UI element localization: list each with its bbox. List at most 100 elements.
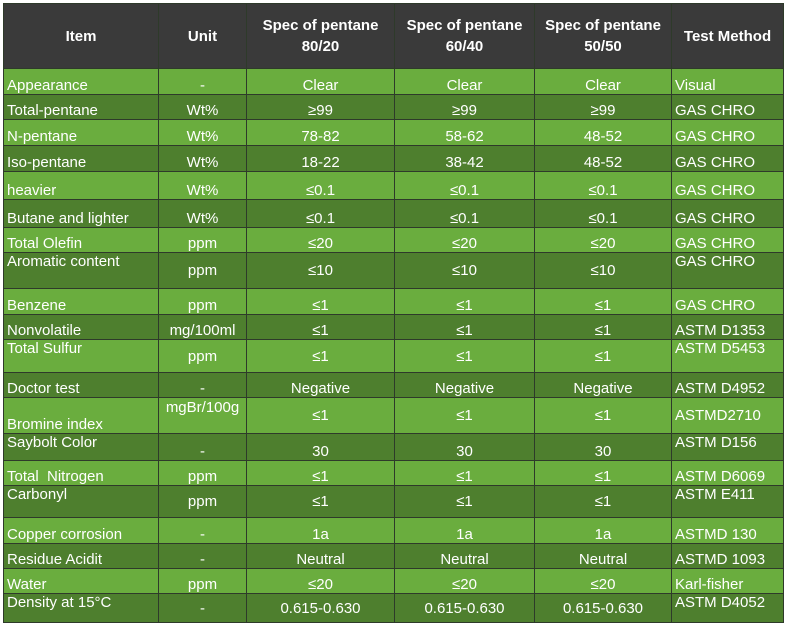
cell-spec-60-40: ≤1 xyxy=(394,397,535,434)
cell-item: Density at 15°C xyxy=(3,593,159,623)
cell-item: Residue Acidit xyxy=(3,543,159,569)
cell-spec-50-50: ≤1 xyxy=(534,397,672,434)
cell-spec-60-40: ≤1 xyxy=(394,314,535,340)
cell-item: N-pentane xyxy=(3,119,159,146)
cell-spec-50-50: ≤1 xyxy=(534,460,672,486)
table-row: Benzene ppm ≤1 ≤1 ≤1 GAS CHRO xyxy=(3,288,784,315)
cell-item: Total Nitrogen xyxy=(3,460,159,486)
cell-unit: ppm xyxy=(158,252,247,289)
cell-item: Copper corrosion xyxy=(3,517,159,544)
cell-unit: - xyxy=(158,517,247,544)
cell-spec-80-20: ≤1 xyxy=(246,397,395,434)
cell-spec-50-50: 1a xyxy=(534,517,672,544)
cell-unit: - xyxy=(158,372,247,398)
cell-unit: ppm xyxy=(158,227,247,253)
cell-test-method: ASTMD2710 xyxy=(671,397,784,434)
table-row: Carbonyl ppm ≤1 ≤1 ≤1 ASTM E411 xyxy=(3,485,784,518)
table-row: Residue Acidit - Neutral Neutral Neutral… xyxy=(3,543,784,569)
cell-unit: mgBr/100g xyxy=(158,397,247,434)
pentane-spec-table: Item Unit Spec of pentane 80/20 Spec of … xyxy=(3,3,784,623)
cell-spec-80-20: ≤20 xyxy=(246,568,395,594)
cell-item: Saybolt Color xyxy=(3,433,159,461)
cell-spec-80-20: ≤1 xyxy=(246,339,395,373)
cell-spec-80-20: 0.615-0.630 xyxy=(246,593,395,623)
cell-spec-60-40: ≤1 xyxy=(394,339,535,373)
cell-spec-50-50: ≥99 xyxy=(534,94,672,120)
cell-spec-80-20: 30 xyxy=(246,433,395,461)
cell-test-method: GAS CHRO xyxy=(671,252,784,289)
cell-item: Butane and lighter xyxy=(3,199,159,228)
cell-test-method: GAS CHRO xyxy=(671,227,784,253)
cell-spec-60-40: ≤10 xyxy=(394,252,535,289)
table-row: Iso-pentane Wt% 18-22 38-42 48-52 GAS CH… xyxy=(3,145,784,172)
cell-spec-60-40: ≤1 xyxy=(394,460,535,486)
cell-item: Water xyxy=(3,568,159,594)
table-row: Total Sulfur ppm ≤1 ≤1 ≤1 ASTM D5453 xyxy=(3,339,784,373)
cell-spec-50-50: ≤20 xyxy=(534,568,672,594)
cell-spec-80-20: 78-82 xyxy=(246,119,395,146)
table-row: Bromine index mgBr/100g ≤1 ≤1 ≤1 ASTMD27… xyxy=(3,397,784,434)
cell-item: Iso-pentane xyxy=(3,145,159,172)
cell-unit: - xyxy=(158,68,247,95)
cell-spec-80-20: ≤1 xyxy=(246,485,395,518)
table-row: Doctor test - Negative Negative Negative… xyxy=(3,372,784,398)
cell-spec-80-20: ≤1 xyxy=(246,314,395,340)
cell-spec-80-20: Neutral xyxy=(246,543,395,569)
cell-unit: ppm xyxy=(158,288,247,315)
cell-test-method: GAS CHRO xyxy=(671,119,784,146)
table-row: Water ppm ≤20 ≤20 ≤20 Karl-fisher xyxy=(3,568,784,594)
cell-spec-50-50: ≤1 xyxy=(534,339,672,373)
cell-spec-50-50: Clear xyxy=(534,68,672,95)
cell-spec-50-50: ≤1 xyxy=(534,288,672,315)
cell-spec-50-50: ≤0.1 xyxy=(534,171,672,200)
cell-test-method: ASTM D6069 xyxy=(671,460,784,486)
table-row: Nonvolatile mg/100ml ≤1 ≤1 ≤1 ASTM D1353 xyxy=(3,314,784,340)
cell-unit: Wt% xyxy=(158,94,247,120)
cell-item: Benzene xyxy=(3,288,159,315)
cell-test-method: ASTM E411 xyxy=(671,485,784,518)
cell-spec-60-40: ≤20 xyxy=(394,227,535,253)
cell-spec-50-50: Negative xyxy=(534,372,672,398)
cell-spec-80-20: 18-22 xyxy=(246,145,395,172)
cell-unit: ppm xyxy=(158,568,247,594)
cell-spec-80-20: ≤1 xyxy=(246,460,395,486)
cell-spec-50-50: ≤20 xyxy=(534,227,672,253)
table-row: Total Olefin ppm ≤20 ≤20 ≤20 GAS CHRO xyxy=(3,227,784,253)
cell-test-method: ASTM D4952 xyxy=(671,372,784,398)
cell-item: Appearance xyxy=(3,68,159,95)
cell-spec-60-40: 38-42 xyxy=(394,145,535,172)
cell-test-method: Visual xyxy=(671,68,784,95)
cell-test-method: ASTM D4052 xyxy=(671,593,784,623)
cell-test-method: ASTM D5453 xyxy=(671,339,784,373)
cell-spec-60-40: Negative xyxy=(394,372,535,398)
cell-spec-60-40: ≥99 xyxy=(394,94,535,120)
cell-spec-60-40: 30 xyxy=(394,433,535,461)
cell-spec-50-50: ≤0.1 xyxy=(534,199,672,228)
cell-spec-80-20: Negative xyxy=(246,372,395,398)
cell-spec-80-20: ≤0.1 xyxy=(246,171,395,200)
cell-item: heavier xyxy=(3,171,159,200)
cell-test-method: GAS CHRO xyxy=(671,288,784,315)
cell-spec-50-50: ≤10 xyxy=(534,252,672,289)
cell-spec-50-50: 30 xyxy=(534,433,672,461)
cell-spec-50-50: Neutral xyxy=(534,543,672,569)
table-row: Total-pentane Wt% ≥99 ≥99 ≥99 GAS CHRO xyxy=(3,94,784,120)
header-spec-80-20: Spec of pentane 80/20 xyxy=(246,3,395,69)
cell-unit: ppm xyxy=(158,485,247,518)
header-spec-50-50: Spec of pentane 50/50 xyxy=(534,3,672,69)
cell-spec-50-50: 48-52 xyxy=(534,119,672,146)
table-row: Appearance - Clear Clear Clear Visual xyxy=(3,68,784,95)
cell-unit: - xyxy=(158,543,247,569)
cell-spec-50-50: 0.615-0.630 xyxy=(534,593,672,623)
cell-unit: Wt% xyxy=(158,119,247,146)
unit-text: mgBr/100g xyxy=(165,399,240,416)
cell-test-method: ASTMD 130 xyxy=(671,517,784,544)
cell-unit: - xyxy=(158,593,247,623)
table-row: heavier Wt% ≤0.1 ≤0.1 ≤0.1 GAS CHRO xyxy=(3,171,784,200)
table-header-row: Item Unit Spec of pentane 80/20 Spec of … xyxy=(3,3,784,69)
cell-spec-80-20: ≥99 xyxy=(246,94,395,120)
table-row: Copper corrosion - 1a 1a 1a ASTMD 130 xyxy=(3,517,784,544)
header-test-method: Test Method xyxy=(671,3,784,69)
header-unit: Unit xyxy=(158,3,247,69)
cell-test-method: GAS CHRO xyxy=(671,145,784,172)
